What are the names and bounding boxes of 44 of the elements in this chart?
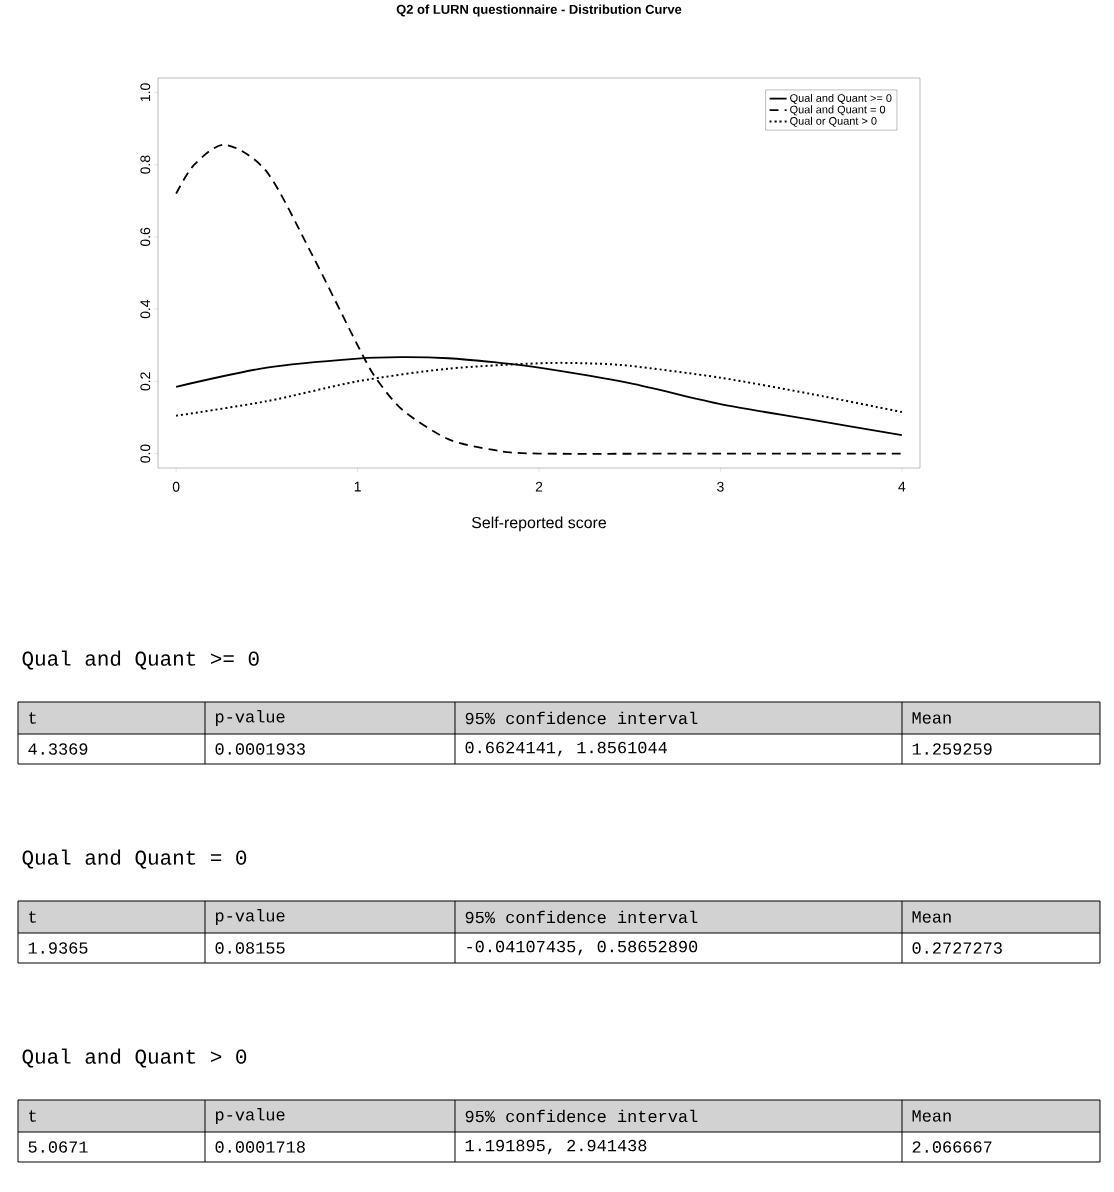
chart-title: Q2 of LURN questionnaire - Distribution Curve bbox=[396, 4, 682, 17]
x-tick-label: 1 bbox=[354, 481, 361, 492]
text: Qual and Quant >= 0 bbox=[22, 650, 259, 670]
text: -0.04107435, 0.58652890 bbox=[467, 940, 698, 956]
text: 0.2727273 bbox=[912, 942, 1002, 954]
text: p-value bbox=[216, 710, 285, 726]
line-series bbox=[175, 143, 903, 455]
text: p-value bbox=[216, 909, 285, 925]
x-tick-label: 2 bbox=[535, 481, 543, 492]
text: 95% confidence interval bbox=[465, 711, 698, 725]
text: 0.6624141, 1.8561044 bbox=[465, 741, 667, 757]
text: t bbox=[29, 1110, 36, 1122]
text: Mean bbox=[912, 1110, 951, 1122]
text: 1.259259 bbox=[912, 743, 992, 755]
text: Mean bbox=[912, 911, 951, 923]
text: 2.066667 bbox=[912, 1141, 992, 1153]
text: Mean bbox=[912, 712, 951, 724]
text: t bbox=[29, 911, 36, 923]
text: p-value bbox=[216, 1108, 285, 1124]
y-tick-label: 0.4 bbox=[140, 299, 151, 319]
text: t bbox=[29, 712, 36, 724]
text: 0.0001718 bbox=[215, 1141, 305, 1153]
text: 5.0671 bbox=[28, 1141, 88, 1153]
y-tick-label: 0.6 bbox=[140, 227, 151, 247]
y-tick-label: 0.2 bbox=[140, 372, 151, 391]
y-tick-label: 1.0 bbox=[140, 83, 151, 102]
text: 1.9365 bbox=[28, 942, 88, 954]
text: 95% confidence interval bbox=[465, 910, 698, 924]
legend-label: Qual and Quant = 0 bbox=[790, 105, 886, 116]
text: Qual and Quant = 0 bbox=[22, 849, 247, 869]
y-tick-label: 0.8 bbox=[140, 155, 151, 174]
legend-label: Qual and Quant >= 0 bbox=[790, 93, 892, 104]
text: Qual and Quant > 0 bbox=[22, 1048, 247, 1068]
text: 95% confidence interval bbox=[465, 1109, 698, 1123]
legend-label: Qual or Quant > 0 bbox=[790, 116, 877, 127]
text: 1.191895, 2.941438 bbox=[465, 1139, 647, 1155]
x-tick-label: 4 bbox=[898, 481, 906, 492]
text: 0.0001933 bbox=[215, 743, 305, 755]
x-axis-title: Self-reported score bbox=[471, 516, 607, 532]
x-tick-label: 3 bbox=[717, 481, 724, 492]
text: 0.08155 bbox=[215, 942, 285, 954]
text: 4.3369 bbox=[28, 743, 88, 755]
x-tick-label: 0 bbox=[172, 481, 180, 492]
y-tick-label: 0.0 bbox=[140, 444, 151, 463]
